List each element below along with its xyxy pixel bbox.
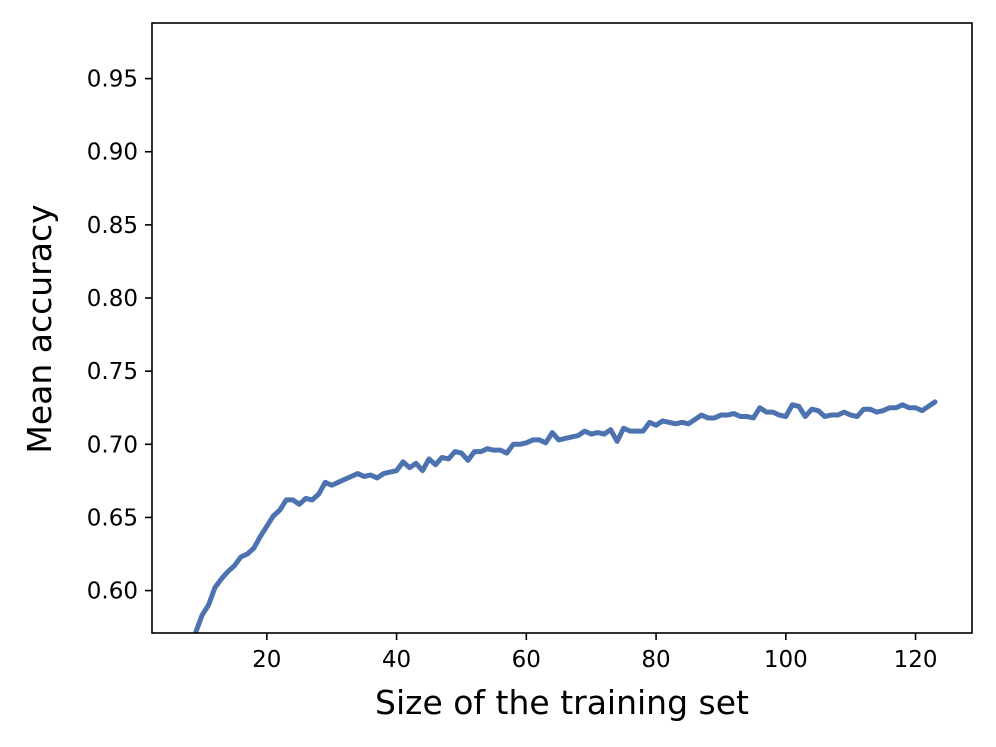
plot-frame <box>151 22 973 634</box>
y-axis: 0.60 0.65 0.70 0.75 0.80 0.85 0.90 0.95 <box>87 67 152 605</box>
line-layer <box>192 399 938 633</box>
y-tick-label: 0.70 <box>87 432 138 458</box>
y-axis-title: Mean accuracy <box>20 204 59 453</box>
x-tick-label: 80 <box>641 647 670 673</box>
series-line-0 <box>192 399 938 633</box>
x-tick-label: 100 <box>764 647 808 673</box>
y-tick-label: 0.95 <box>87 67 138 93</box>
y-tick-label: 0.80 <box>87 286 138 312</box>
y-tick-label: 0.75 <box>87 359 138 385</box>
y-tick-label: 0.90 <box>87 140 138 166</box>
x-axis-title: Size of the training set <box>375 683 749 722</box>
x-axis: 20 40 60 80 100 120 <box>252 633 938 673</box>
y-tick-label: 0.65 <box>87 505 138 531</box>
y-tick-label: 0.60 <box>87 579 138 605</box>
x-tick-label: 120 <box>894 647 938 673</box>
x-tick-label: 20 <box>252 647 281 673</box>
y-tick-label: 0.85 <box>87 213 138 239</box>
x-tick-label: 40 <box>382 647 411 673</box>
x-tick-label: 60 <box>512 647 541 673</box>
